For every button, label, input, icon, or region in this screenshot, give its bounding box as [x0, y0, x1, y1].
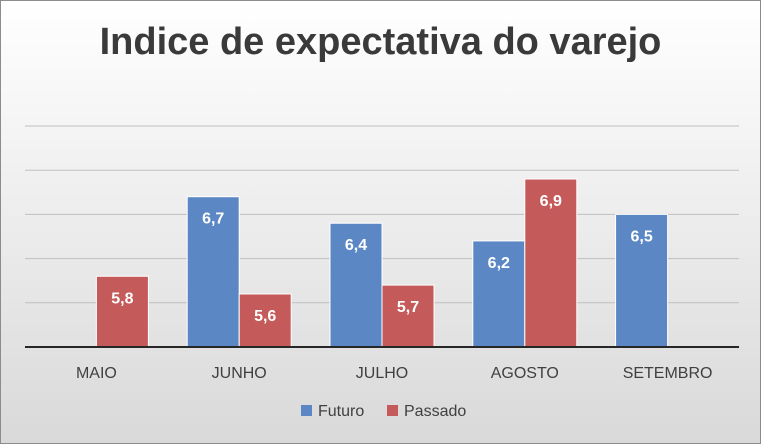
legend-label-passado: Passado [404, 403, 466, 420]
bar-passado [95, 275, 149, 348]
data-label: 6,9 [540, 193, 562, 210]
data-label: 6,5 [630, 228, 652, 245]
bar-passado [524, 178, 578, 348]
bar-passado [381, 284, 435, 348]
legend-swatch-passado [387, 405, 398, 416]
bar-futuro [186, 196, 240, 348]
legend-swatch-futuro [301, 405, 312, 416]
chart-title: Indice de expectativa do varejo [99, 21, 662, 63]
data-label: 5,6 [254, 308, 276, 325]
legend-label-futuro: Futuro [318, 403, 364, 420]
data-label: 6,7 [202, 211, 224, 228]
x-tick-label: JUNHO [212, 365, 267, 382]
data-label: 6,4 [345, 237, 367, 254]
data-label: 5,8 [111, 290, 133, 307]
x-tick-label: SETEMBRO [623, 365, 713, 382]
bar-futuro [615, 213, 669, 348]
x-tick-label: JULHO [356, 365, 408, 382]
data-label: 5,7 [397, 299, 419, 316]
data-label: 6,2 [488, 255, 510, 272]
x-tick-label: AGOSTO [491, 365, 559, 382]
x-tick-label: MAIO [76, 365, 117, 382]
